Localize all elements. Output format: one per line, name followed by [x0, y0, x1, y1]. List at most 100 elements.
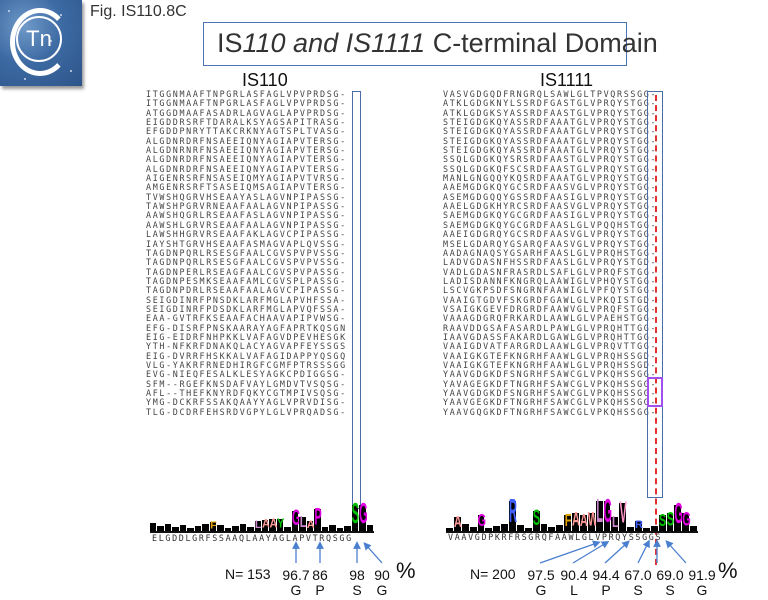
logo-letter: F — [564, 511, 572, 531]
logo-column — [540, 524, 548, 531]
value: 96.7 — [282, 567, 310, 583]
sequence-row: LSCVGKPSDFSNGRNFAAWIGLVPFQYSTGG- — [443, 285, 658, 296]
logo-column — [164, 524, 172, 531]
logo-column — [603, 501, 611, 531]
sequence-row: ALGDNRDRFNSAEEIQNYAGIAPVTERSG- — [146, 154, 347, 165]
sequence-row: YAAVGDGKDFSNGRHFSAWCGLVPKQHSSGG- — [443, 369, 658, 380]
residue: L — [570, 582, 578, 598]
logo-column — [635, 521, 642, 531]
is1111-percent-symbol: % — [718, 558, 738, 583]
sequence-row: TAGDNPQRLRSESGFAALCGVSPVPVSSG- — [146, 247, 347, 258]
is110-n-count: N= 153 — [225, 566, 271, 582]
logo-letter: L — [596, 495, 603, 531]
logo-column — [658, 515, 666, 531]
logo-column — [674, 505, 682, 531]
sequence-row: SAEMGDGKQYGCGRDFAASIGLVPRQYSTGG- — [443, 210, 658, 221]
logo-column — [595, 501, 603, 531]
sequence-row: YAAVGDGKDFSNGRHFSAWCGLVPKQHSSGG- — [443, 388, 658, 398]
sequence-row: EIGDDRSRFTDARALKSYAGSAPITRASG- — [146, 117, 347, 128]
logo-column — [299, 517, 306, 531]
sequence-row: AAEMGDGKQYGCSRDFAASVGLVPRQYSTGG- — [443, 182, 658, 193]
logo-column — [179, 525, 187, 531]
sequence-row: VSAIGKGEVFDRGRDFAAWVGLVPRQFSTGG- — [443, 303, 658, 314]
logo-column — [627, 527, 634, 531]
logo-letter: L — [299, 514, 307, 531]
sequence-row: VAAIGTGDVFSKGRDFGAWLGLVPKQISTGD- — [443, 294, 658, 305]
logo-column — [172, 527, 179, 531]
is1111-alignment: VASVGDGQDFRNGRQLSAWLGLTPVQRSSGG- ATKLGDGK… — [443, 89, 658, 417]
sequence-row: LADVGDASNFHSSRDFAASLGLVPRQYSTGD- — [443, 257, 658, 268]
value: 94.4 — [592, 567, 620, 583]
logo-column — [336, 528, 344, 531]
logo-column — [366, 525, 373, 531]
sequence-row: VADLGDASNFRASRDLSAFLGLVPRQFSTGG- — [443, 266, 658, 277]
is1111-panel-title: IS1111 — [540, 70, 594, 90]
logo-column — [642, 528, 650, 531]
logo-letter: R — [635, 519, 643, 531]
is1111-conservation-g2: 91.9 G — [686, 568, 718, 598]
logo-column — [532, 511, 540, 531]
sequence-row: EAA-GVTRFKSEAAFACHAAVAPIPVWSG- — [146, 313, 347, 324]
is1111-tt-highlight-box — [647, 377, 663, 407]
sequence-row: STEIGDGKQYASSRDFAAATGLVPRQYSTGG- — [443, 135, 658, 146]
sequence-row: YTH-NFKRFDNAKQLACYAGVAPFEYSSGS — [146, 341, 347, 352]
sequence-row: ATKLGDGKNYLSSRDFGASTGLVPRQYSTGG- — [443, 98, 658, 109]
sequence-row: SSQLGDGKQYSRSRDFAASTGLVPRQYSTGG- — [443, 154, 658, 165]
logo-column — [344, 526, 351, 531]
sequence-row: MANLGNGQQYKQSRDFAAATGLVPRQYSTGG- — [443, 173, 658, 184]
title-part: IS — [217, 28, 243, 58]
sequence-row: ASEMGDGQQYGSSRDFAASIGLVPRQYSTGG- — [443, 191, 658, 202]
logo-column — [501, 524, 508, 531]
sequence-row: MSELGDARQYGSARQFAASVGLVPRQYSTGG- — [443, 238, 658, 249]
is1111-consensus: VAAVGDPKRFRSGRQFAAWLGLVPRQYSSGGS — [448, 532, 663, 542]
logo-column — [611, 517, 619, 531]
residue: P — [315, 582, 325, 598]
sequence-row: EVG-NIEQFESALKLESYAGKCPDIGGSG- — [146, 369, 347, 380]
logo-column — [682, 513, 690, 531]
logo-letter: G — [674, 499, 683, 531]
logo-column — [516, 525, 524, 531]
sequence-row: SSQLGDGKQFSCSRDFAASTGLVPRQYSTGG- — [443, 163, 658, 174]
sequence-row: TAWSHPGRVRNEAAFAALAGVNPIPASSG- — [146, 201, 347, 212]
logo-column — [217, 525, 224, 531]
logo-column — [262, 520, 269, 531]
logo-letter: S — [351, 499, 359, 531]
logo-column — [461, 524, 469, 531]
sequence-row: AADAGNAQSYGSARHFAASLGLVPRQHSTGG- — [443, 247, 658, 258]
logo-column — [232, 526, 239, 531]
is110-panel-title: IS110 — [242, 70, 288, 90]
sequence-row: YMG-DCKRFSSAKQAAYYAGLVPRVDISG- — [146, 397, 347, 408]
sequence-row: YAAVGQGKDFTNGRHFSAWCGLVPKQHSSGG- — [443, 406, 658, 417]
logo-letter: G — [477, 511, 487, 531]
logo-column — [477, 515, 485, 531]
logo-column — [579, 515, 587, 531]
sequence-row: TAGDNPERLRSEAGFAALCGVSPVPASSG- — [146, 266, 347, 277]
logo-column — [564, 515, 571, 531]
is110-conservation-g: 96.7 G — [279, 568, 313, 598]
logo-column — [509, 501, 516, 531]
sequence-row: VASVGDGQDFRNGRQLSAWLGLTPVQRSSGG- — [443, 89, 658, 99]
logo-letter: G — [682, 509, 691, 531]
logo-column — [224, 528, 232, 531]
logo-column — [209, 522, 217, 531]
sequence-row: TLG-DCDRFEHSRDVGPYLGLVPRQADSG- — [146, 406, 347, 417]
sequence-row: AAWSHQGRLRSEAAFASLAGVNPIPASSG- — [146, 210, 347, 221]
sequence-row: TVWSHQGRVHSEAAYASLAGVNPIPASSG- — [146, 191, 347, 202]
logo-column — [351, 505, 359, 531]
sequence-row: AMGENRSRFTSASEIQMSAGIAPVTERSG- — [146, 182, 347, 193]
logo-letter: A — [306, 519, 315, 531]
is110-percent-symbol: % — [396, 558, 416, 583]
logo-letter: L — [611, 514, 619, 531]
sequence-row: ITGGNMAAFTNPGRLASFAGLVPVPRDSG- — [146, 98, 347, 109]
is1111-conservation-g: 97.5 G — [525, 568, 557, 598]
figure-label: Fig. IS110.8C — [90, 3, 187, 20]
sequence-row: ALGDNRDRFNSAEEIQNYAGIAPVTERSG- — [146, 135, 347, 146]
logo-letter: Y — [276, 516, 285, 531]
sequence-row: ATKLGDGKSYASSRDFAASTGLVPRQYSTGG- — [443, 107, 658, 118]
value: 69.0 — [656, 567, 684, 583]
sequence-row: ATGGDMAAFASADRLAGVAGLAPVPRDSG- — [146, 107, 347, 118]
residue: G — [376, 582, 388, 598]
logo-column — [187, 528, 194, 531]
is110-conservation-p: 86 P — [307, 568, 333, 598]
